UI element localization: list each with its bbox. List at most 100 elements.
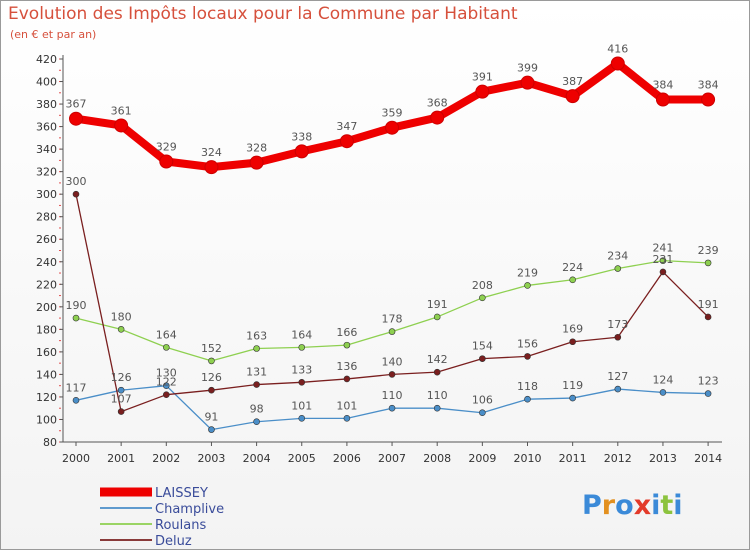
y-tick-label: 220	[36, 278, 57, 291]
data-label-laissey: 361	[111, 104, 132, 117]
data-label-roulans: 164	[156, 328, 177, 341]
data-point-deluz	[208, 386, 215, 394]
data-point-roulans	[163, 344, 170, 351]
data-point-champlive	[704, 390, 712, 397]
series-layer	[69, 56, 716, 433]
logo-letter: t	[660, 490, 674, 521]
data-point-roulans	[659, 257, 667, 264]
x-tick-label: 2002	[152, 452, 180, 465]
data-label-deluz: 300	[66, 175, 87, 188]
x-tick-label: 2000	[62, 452, 90, 465]
data-labels-layer: 117 126 130 91 98 101 101 110 110 106 118 119 127 124…	[66, 43, 719, 424]
data-point-laissey	[385, 120, 400, 135]
data-point-deluz	[388, 371, 396, 378]
legend-label-laissey: LAISSEY	[155, 486, 208, 501]
data-point-laissey	[565, 89, 580, 104]
data-point-champlive	[659, 389, 667, 396]
data-label-deluz: 131	[246, 366, 267, 379]
data-point-roulans	[72, 314, 80, 322]
data-point-roulans	[614, 265, 622, 272]
data-point-champlive	[569, 394, 576, 402]
data-label-deluz: 154	[472, 340, 493, 353]
legend-label-deluz: Deluz	[155, 534, 192, 549]
data-label-champlive: 127	[607, 370, 628, 383]
data-label-champlive: 123	[698, 375, 719, 388]
data-label-deluz: 140	[382, 355, 403, 368]
y-tick-label: 300	[36, 188, 57, 201]
data-point-champlive	[343, 415, 351, 422]
data-label-deluz: 107	[111, 393, 132, 406]
data-point-laissey	[610, 56, 625, 71]
data-label-laissey: 368	[427, 97, 448, 110]
data-label-laissey: 387	[562, 75, 583, 88]
data-point-champlive	[433, 404, 441, 412]
y-tick-label: 340	[36, 143, 57, 156]
data-label-roulans: 166	[336, 326, 357, 339]
data-label-champlive: 126	[111, 371, 132, 384]
data-label-laissey: 384	[698, 79, 719, 92]
data-point-champlive	[388, 404, 396, 412]
data-point-champlive	[163, 382, 170, 389]
data-point-laissey	[69, 111, 83, 126]
x-tick-label: 2012	[604, 452, 632, 465]
data-label-roulans: 191	[427, 298, 448, 311]
data-label-roulans: 164	[291, 328, 312, 341]
data-point-laissey	[475, 84, 490, 99]
data-point-roulans	[253, 345, 260, 352]
data-point-roulans	[433, 313, 441, 321]
y-tick-label: 280	[36, 211, 57, 224]
x-tick-label: 2009	[468, 452, 496, 465]
data-point-deluz	[614, 333, 622, 341]
data-label-deluz: 142	[427, 353, 448, 366]
data-point-roulans	[117, 326, 125, 333]
logo-letter: P	[582, 490, 602, 521]
data-point-roulans	[298, 344, 306, 351]
x-tick-label: 2008	[423, 452, 451, 465]
x-tick-label: 2003	[197, 452, 225, 465]
data-point-champlive	[208, 426, 215, 433]
data-label-roulans: 224	[562, 261, 583, 274]
data-point-champlive	[117, 386, 125, 394]
y-tick-label: 320	[36, 166, 57, 179]
data-point-roulans	[569, 276, 576, 284]
data-point-roulans	[208, 357, 215, 365]
data-point-deluz	[659, 268, 667, 276]
data-label-champlive: 117	[66, 381, 87, 394]
logo-letter: r	[601, 490, 616, 521]
data-label-roulans: 180	[111, 310, 132, 323]
data-point-deluz	[163, 391, 170, 398]
data-label-deluz: 173	[607, 318, 628, 331]
x-tick-label: 2010	[514, 452, 542, 465]
y-tick-label: 240	[36, 256, 57, 269]
data-label-champlive: 91	[204, 411, 218, 424]
data-label-champlive: 124	[652, 373, 673, 386]
data-label-deluz: 191	[698, 298, 719, 311]
data-point-deluz	[253, 381, 260, 388]
data-point-roulans	[343, 341, 351, 349]
legend-label-roulans: Roulans	[155, 518, 206, 533]
data-point-laissey	[294, 144, 309, 159]
data-label-deluz: 133	[291, 363, 312, 376]
logo-letter: i	[673, 490, 683, 521]
data-point-laissey	[655, 92, 670, 107]
logo-letter: i	[651, 490, 661, 521]
data-point-laissey	[430, 110, 445, 125]
data-point-deluz	[117, 408, 125, 415]
logo-letter: o	[615, 490, 634, 521]
data-label-laissey: 329	[156, 141, 177, 154]
y-tick-label: 180	[36, 323, 57, 336]
data-label-champlive: 98	[250, 403, 264, 416]
data-label-laissey: 399	[517, 62, 538, 75]
chart-subtitle: (en € et par an)	[10, 28, 97, 41]
y-tick-label: 120	[36, 391, 57, 404]
data-point-champlive	[298, 415, 306, 422]
y-tick-label: 140	[36, 368, 57, 381]
y-tick-label: 200	[36, 301, 57, 314]
data-label-laissey: 324	[201, 146, 222, 159]
y-tick-label: 260	[36, 233, 57, 246]
data-point-laissey	[114, 118, 129, 133]
axes: 80 100 120 140 160 180 200 220 240 260 280 300 320 34…	[36, 53, 722, 465]
data-label-roulans: 234	[607, 250, 628, 263]
proxiti-logo: Proxiti	[582, 490, 683, 521]
